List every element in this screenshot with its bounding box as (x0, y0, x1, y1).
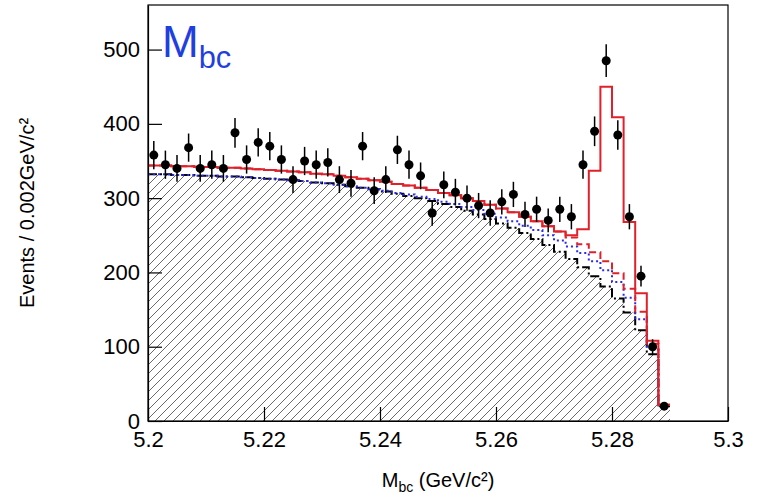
data-point (486, 209, 495, 218)
tick-label: 100 (103, 334, 140, 359)
data-point (358, 142, 367, 151)
data-point (254, 138, 263, 147)
data-point (579, 160, 588, 169)
fit-curve (148, 165, 670, 404)
data-point (161, 160, 170, 169)
data-point (173, 164, 182, 173)
tick-label: 5.26 (475, 427, 518, 452)
data-point (590, 127, 599, 136)
data-point (370, 186, 379, 195)
data-point (231, 128, 240, 137)
axis-line (149, 421, 729, 422)
tick-label: 5.22 (243, 427, 286, 452)
chart: 5.25.225.245.265.285.30100200300400500Mb… (0, 0, 772, 501)
data-point (219, 164, 228, 173)
data-point (393, 145, 402, 154)
tick: 500 (103, 37, 162, 62)
x-axis: 5.25.225.245.265.285.3 (133, 407, 744, 452)
tick-mark (264, 407, 265, 421)
data-point (207, 160, 216, 169)
plot-frame (148, 5, 728, 421)
fit-curve (148, 87, 670, 405)
data-point (149, 151, 158, 160)
tick-label: 200 (103, 260, 140, 285)
data-point (405, 160, 414, 169)
data-point (265, 142, 274, 151)
tick-mark (148, 272, 162, 273)
data-point (335, 175, 344, 184)
tick-label: 500 (103, 37, 140, 62)
tick: 400 (103, 111, 162, 136)
tick: 5.26 (475, 407, 518, 452)
x-axis-title: Mbc (GeV/c²) (382, 469, 495, 495)
tick: 100 (103, 334, 162, 359)
data-point (184, 143, 193, 152)
data-point (555, 205, 564, 214)
data-point (451, 188, 460, 197)
data-point (196, 164, 205, 173)
tick-label: 5.24 (359, 427, 402, 452)
data-point (300, 157, 309, 166)
data-point (613, 131, 622, 140)
y-axis: 0 100 200 300 400 500 (103, 6, 162, 434)
tick-mark (380, 407, 381, 421)
tick-mark (496, 407, 497, 421)
tick-label: 5.3 (713, 427, 744, 452)
tick-mark (148, 347, 162, 348)
tick: 5.28 (591, 407, 634, 452)
data-point (637, 272, 646, 281)
data-point (567, 212, 576, 221)
tick: 200 (103, 260, 162, 285)
tick: 0 (128, 409, 162, 434)
tick-mark (148, 49, 162, 50)
tick: 5.22 (243, 407, 286, 452)
y-axis-title: Events / 0.002GeV/c² (16, 118, 38, 308)
data-point (509, 190, 518, 199)
fit-curve (148, 174, 670, 406)
data-point (544, 216, 553, 225)
tick-label: 0 (128, 409, 140, 434)
tick-mark (148, 421, 162, 422)
axis-line (148, 6, 149, 422)
background-area (148, 174, 670, 421)
tick-label: 400 (103, 111, 140, 136)
data-point (323, 158, 332, 167)
data-point (660, 402, 669, 411)
data-point (347, 179, 356, 188)
tick-mark (148, 124, 162, 125)
data-point (463, 194, 472, 203)
tick-mark (612, 407, 613, 421)
data-point (416, 171, 425, 180)
title: Mbc (162, 17, 231, 75)
data-point (648, 342, 657, 351)
tick-label: 300 (103, 186, 140, 211)
data-point (474, 201, 483, 210)
tick-label: 5.28 (591, 427, 634, 452)
data-point (312, 160, 321, 169)
tick-mark (728, 407, 729, 421)
tick-mark (148, 198, 162, 199)
data-point (439, 180, 448, 189)
data-point (532, 205, 541, 214)
data-point (289, 175, 298, 184)
tick: 5.24 (359, 407, 402, 452)
data-point (521, 210, 530, 219)
data-point (381, 175, 390, 184)
data-point (497, 197, 506, 206)
data-point (242, 155, 251, 164)
plot-marks (148, 44, 670, 421)
data-point (277, 155, 286, 164)
tick: 300 (103, 186, 162, 211)
fit-curve (148, 174, 670, 405)
data-point (625, 212, 634, 221)
data-point (428, 209, 437, 218)
data-point (602, 56, 611, 65)
tick: 5.3 (713, 407, 744, 452)
